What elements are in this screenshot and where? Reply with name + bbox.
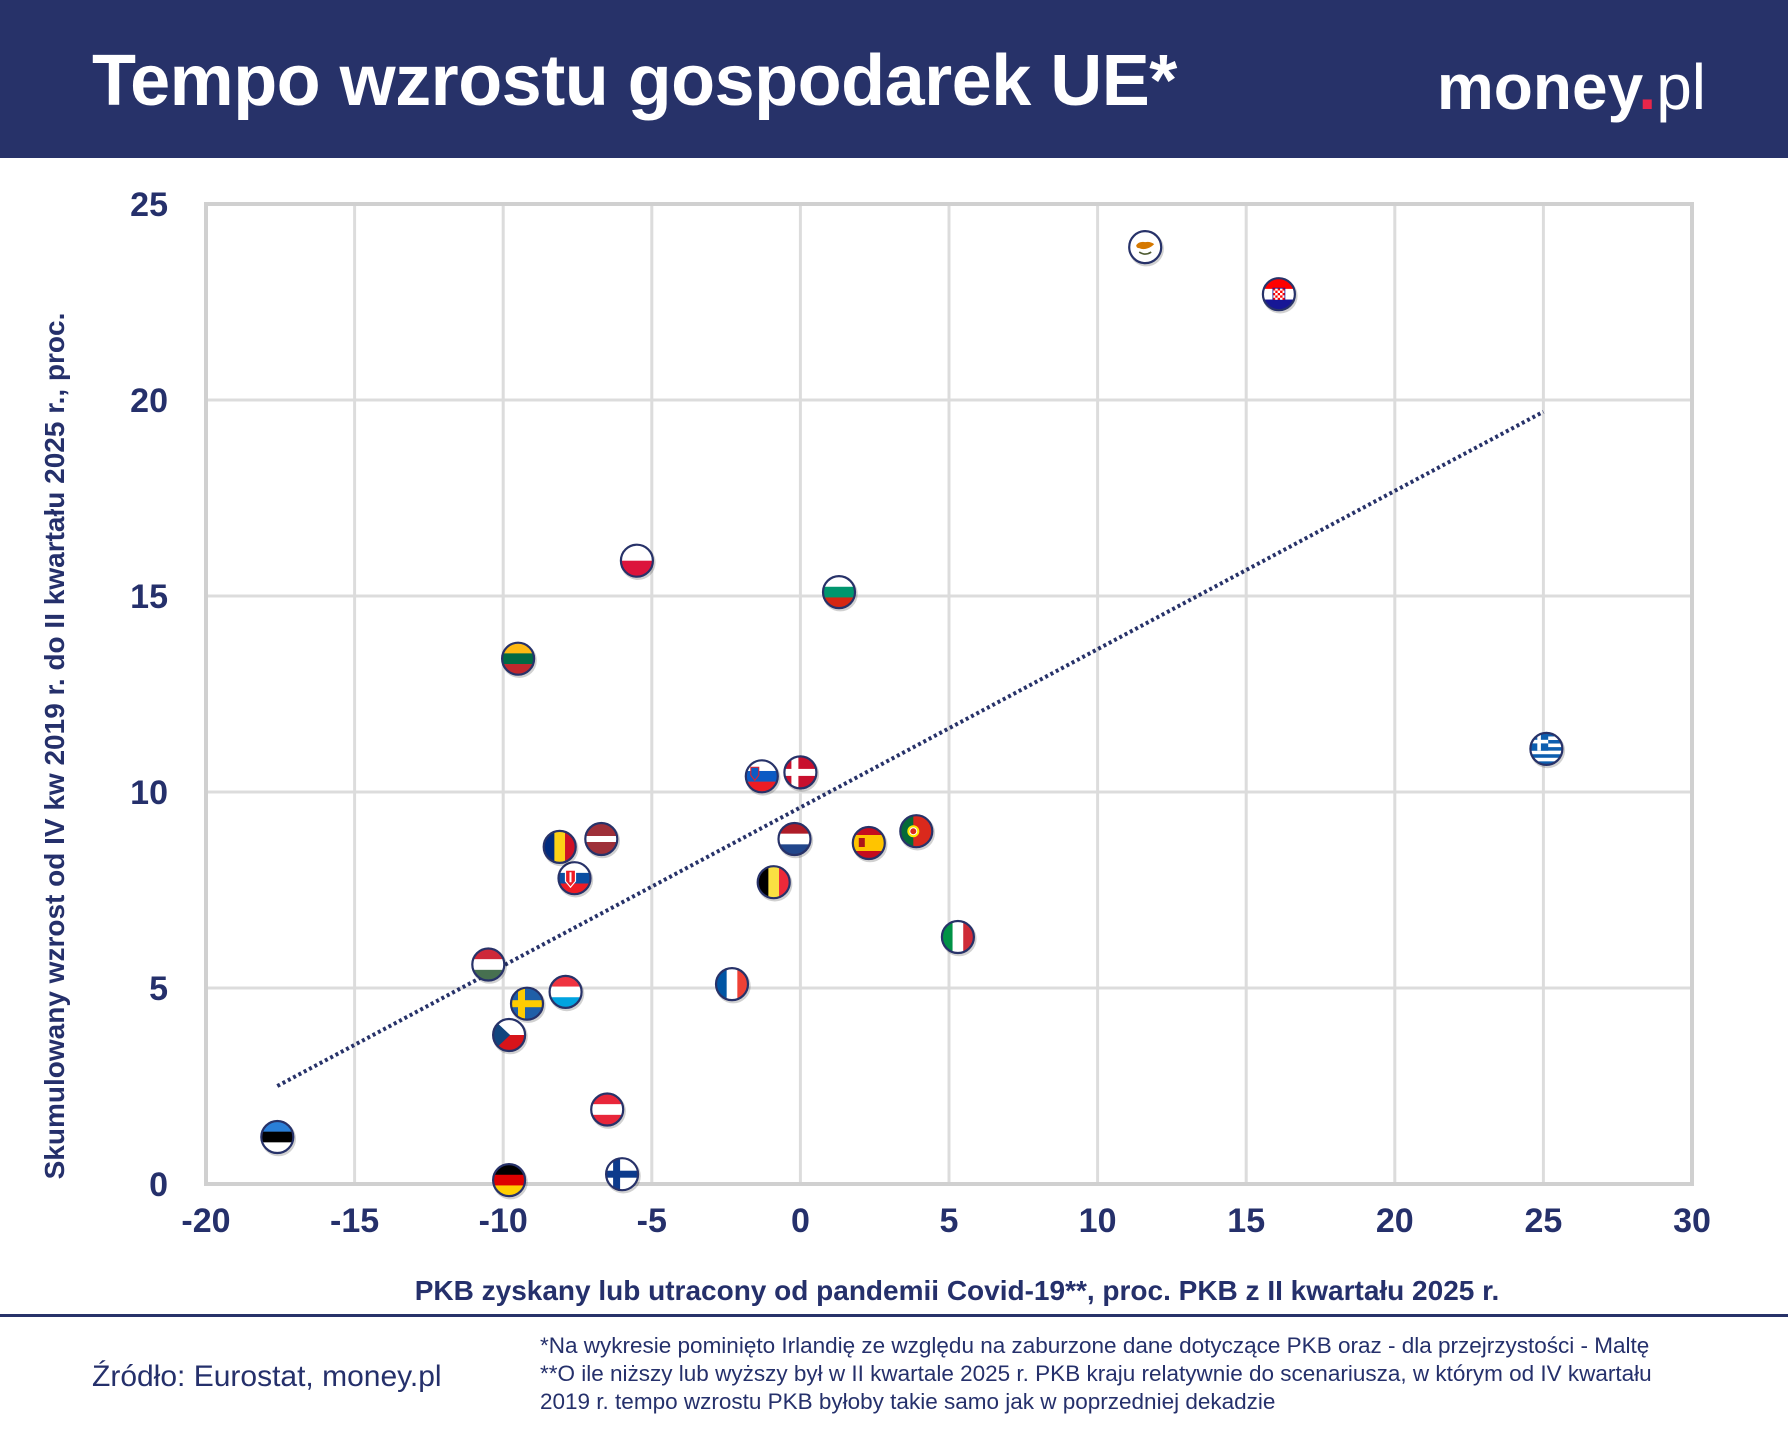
- estonia-flag: [260, 1119, 296, 1157]
- brand-logo: money.pl: [1437, 42, 1706, 132]
- footer-divider: [0, 1314, 1788, 1317]
- x-tick-label: 10: [1079, 1202, 1117, 1240]
- x-tick-label: -15: [330, 1202, 379, 1240]
- x-tick-label: 25: [1524, 1202, 1562, 1240]
- germany-flag: [492, 1162, 528, 1200]
- header-bar: Tempo wzrostu gospodarek UE* money.pl: [0, 0, 1788, 158]
- y-tick-label: 15: [130, 578, 168, 616]
- slovakia-flag: [557, 861, 594, 898]
- trend-line: [276, 409, 1545, 1088]
- y-axis-title: Skumulowany wzrost od IV kw 2019 r. do I…: [39, 313, 70, 1180]
- source-note: Źródło: Eurostat, money.pl: [92, 1360, 442, 1393]
- lithuania-flag: [500, 641, 537, 678]
- x-tick-label: -10: [479, 1202, 528, 1240]
- footnotes: *Na wykresie pominięto Irlandię ze wzglę…: [540, 1332, 1770, 1416]
- france-flag: [714, 966, 751, 1004]
- grid-lines: [204, 202, 1694, 1186]
- greece-flag: [1529, 731, 1566, 769]
- footnote-1: *Na wykresie pominięto Irlandię ze wzglę…: [540, 1333, 1650, 1358]
- poland-flag: [619, 543, 656, 580]
- spain-flag: [851, 825, 888, 863]
- footnote-2: **O ile niższy lub wyższy był w II kwart…: [540, 1361, 1652, 1386]
- denmark-flag: [783, 755, 820, 792]
- austria-flag: [590, 1092, 626, 1129]
- scatter-chart: -20 -15 -10 -5 0 5 10 15 20 25 30 0 5 10 15 20 25 PKB zy…: [39, 186, 1711, 1306]
- data-points: [260, 229, 1566, 1200]
- x-tick-label: 30: [1673, 1202, 1711, 1240]
- romania-flag: [542, 829, 579, 867]
- brand-logo-suffix: pl: [1656, 51, 1706, 123]
- y-tick-label: 20: [130, 382, 168, 420]
- luxembourg-flag: [548, 974, 585, 1012]
- hungary-flag: [471, 947, 507, 984]
- x-tick-label: 15: [1227, 1202, 1265, 1240]
- x-tick-label: 5: [940, 1202, 959, 1240]
- brand-logo-dot: .: [1638, 51, 1657, 123]
- portugal-flag: [899, 814, 935, 851]
- y-tick-label: 5: [149, 970, 168, 1008]
- belgium-flag: [756, 865, 793, 902]
- x-axis-title: PKB zyskany lub utracony od pandemii Cov…: [415, 1275, 1500, 1306]
- x-tick-label: -20: [181, 1202, 230, 1240]
- axis-ticks: -20 -15 -10 -5 0 5 10 15 20 25 30 0 5 10 15 20 25: [130, 186, 1711, 1240]
- latvia-flag: [584, 821, 620, 859]
- page-title: Tempo wzrostu gospodarek UE*: [92, 41, 1177, 121]
- netherlands-flag: [777, 821, 814, 859]
- y-tick-label: 0: [149, 1166, 168, 1204]
- croatia-flag: [1261, 277, 1298, 314]
- y-tick-label: 25: [130, 186, 168, 224]
- czechia-flag: [492, 1017, 528, 1055]
- x-tick-label: 20: [1376, 1202, 1414, 1240]
- slovenia-flag: [744, 759, 781, 796]
- footnote-3: 2019 r. tempo wzrostu PKB byłoby takie s…: [540, 1389, 1276, 1414]
- italy-flag: [940, 919, 977, 957]
- x-tick-label: -5: [637, 1202, 667, 1240]
- cyprus-flag: [1128, 229, 1164, 267]
- y-tick-label: 10: [130, 774, 168, 812]
- x-tick-label: 0: [791, 1202, 810, 1240]
- finland-flag: [604, 1157, 641, 1194]
- bulgaria-flag: [821, 575, 858, 612]
- plot-frame: [204, 202, 1694, 1186]
- brand-logo-main: money: [1436, 51, 1639, 123]
- sweden-flag: [509, 986, 546, 1023]
